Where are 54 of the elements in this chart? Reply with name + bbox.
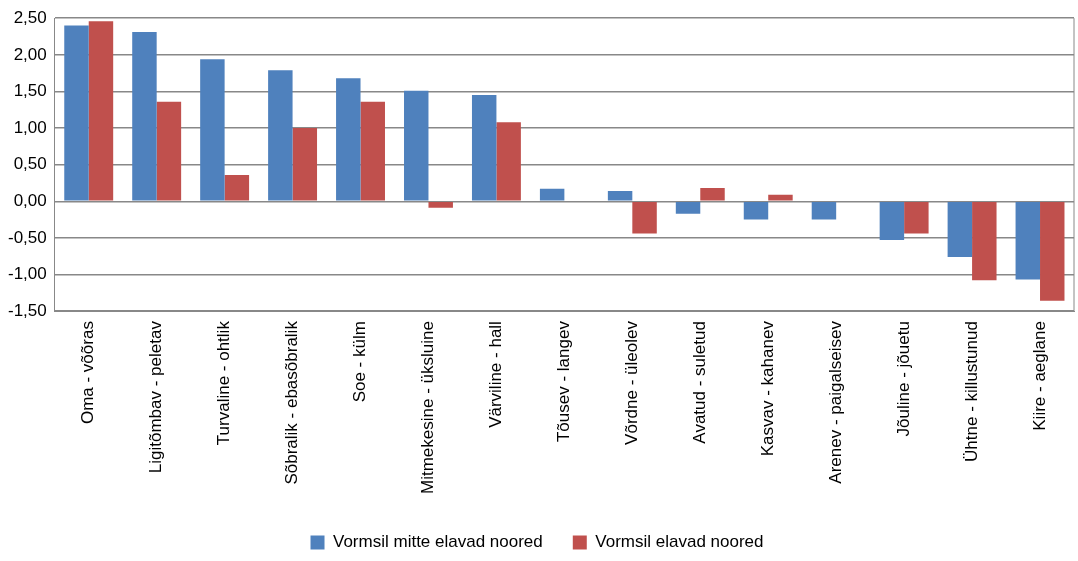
bar bbox=[1015, 202, 1041, 280]
y-tick-label: 1,50 bbox=[13, 81, 47, 101]
y-tick-label: 0,50 bbox=[13, 154, 47, 174]
x-tick-label: Arenev - paigalseisev bbox=[825, 320, 845, 484]
y-tick-label: 0,00 bbox=[13, 190, 47, 210]
x-tick-label: Soe - külm bbox=[350, 321, 370, 403]
bar bbox=[972, 202, 997, 281]
bar bbox=[632, 202, 657, 234]
x-tick-label: Ligitõmbav - peletav bbox=[146, 320, 166, 474]
x-tick-label: Kasvav - kahanev bbox=[757, 320, 777, 457]
bar bbox=[904, 202, 929, 234]
y-tick-label: 1,00 bbox=[13, 117, 47, 137]
bar bbox=[336, 78, 361, 201]
legend-label: Vormsil mitte elavad noored bbox=[333, 532, 543, 552]
bar bbox=[1040, 202, 1065, 301]
bar bbox=[404, 90, 429, 201]
bar bbox=[428, 202, 453, 208]
bar bbox=[224, 174, 250, 201]
x-tick-label: Võrdne - üleolev bbox=[622, 320, 642, 445]
x-tick-label: Tõusev - langev bbox=[554, 320, 574, 443]
bar bbox=[607, 191, 633, 201]
bar bbox=[675, 202, 701, 214]
x-tick-label: Värviline - hall bbox=[486, 321, 506, 428]
bar bbox=[64, 25, 89, 201]
x-tick-label: Jõuline - jõuetu bbox=[893, 321, 913, 437]
bar bbox=[811, 202, 837, 220]
bar bbox=[947, 202, 973, 257]
y-tick-label: -1,50 bbox=[8, 300, 47, 320]
legend-label: Vormsil elavad noored bbox=[595, 532, 764, 552]
y-tick-label: 2,50 bbox=[13, 7, 47, 27]
bar bbox=[200, 59, 225, 201]
bar bbox=[879, 202, 905, 241]
x-tick-label: Kiire - aeglane bbox=[1029, 321, 1049, 431]
y-tick-label: 2,00 bbox=[13, 44, 47, 64]
bar bbox=[132, 32, 157, 201]
x-tick-label: Mitmekesine - üksluine bbox=[418, 321, 438, 495]
y-tick-label: -0,50 bbox=[8, 227, 47, 247]
x-tick-label: Sõbralik - ebasõbralik bbox=[282, 320, 302, 485]
bar bbox=[292, 128, 318, 201]
x-tick-label: Ühtne - killustunud bbox=[961, 321, 981, 462]
bar bbox=[743, 202, 769, 220]
bar bbox=[700, 188, 725, 201]
x-tick-label: Turvaline - ohtlik bbox=[214, 320, 234, 446]
bar bbox=[496, 122, 521, 201]
bar bbox=[268, 70, 293, 201]
bar bbox=[360, 101, 385, 201]
y-tick-label: -1,00 bbox=[8, 264, 47, 284]
bar bbox=[539, 188, 565, 201]
x-tick-label: Avatud - suletud bbox=[689, 321, 709, 444]
bar bbox=[88, 21, 114, 201]
bar bbox=[156, 101, 182, 201]
bar bbox=[768, 194, 793, 201]
x-tick-label: Oma - võõras bbox=[78, 321, 98, 425]
bar bbox=[471, 95, 497, 201]
